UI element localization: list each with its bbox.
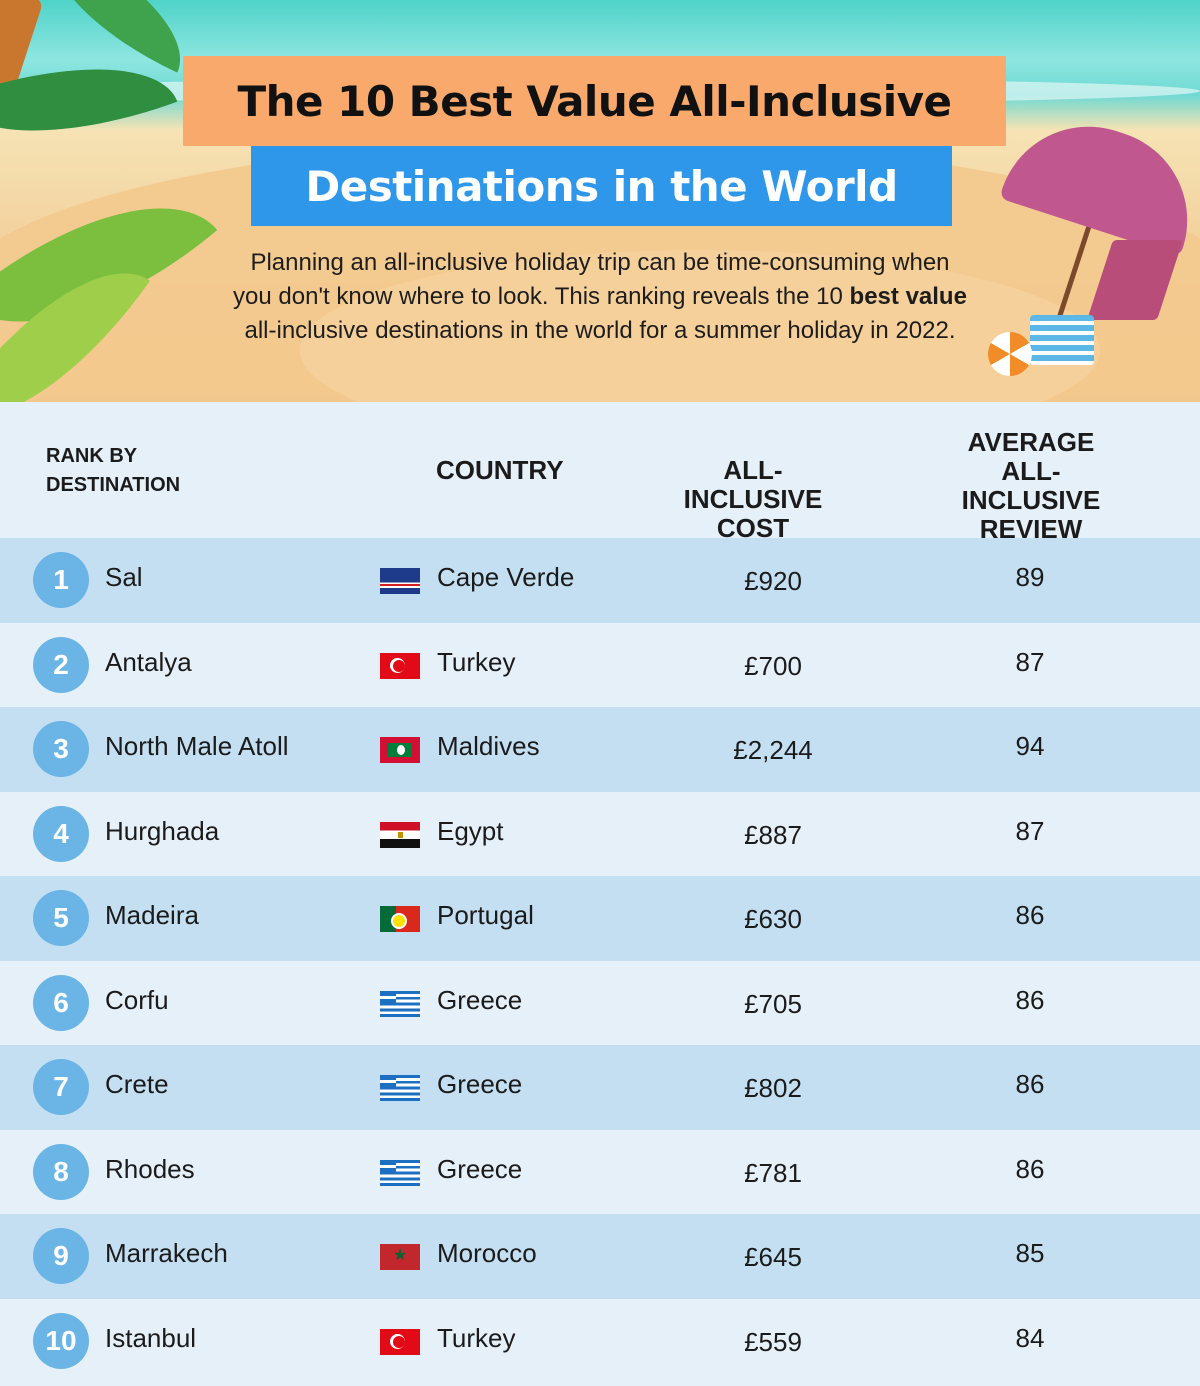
table-row: 7 Crete Greece £802 86 <box>0 1045 1200 1130</box>
country-name: Greece <box>437 1069 523 1099</box>
average-review: 86 <box>1015 900 1045 930</box>
destination-name: North Male Atoll <box>105 731 289 761</box>
gr-flag-icon <box>380 1075 420 1101</box>
destination-name: Sal <box>105 562 143 592</box>
country-name: Turkey <box>437 646 516 677</box>
average-review: 86 <box>1015 1069 1045 1099</box>
destination-name: Marrakech <box>105 1238 228 1268</box>
country-name: Cape Verde <box>437 562 575 592</box>
table-row: 9 Marrakech Morocco £645 85 <box>0 1214 1200 1299</box>
column-header-review-line-2: ALL-INCLUSIVE <box>961 456 1101 515</box>
all-inclusive-cost: £645 <box>744 1242 802 1272</box>
title-line-1: The 10 Best Value All-Inclusive <box>183 56 1006 146</box>
rank-badge: 10 <box>33 1312 89 1369</box>
column-header-rank-line-1: RANK BY <box>46 445 138 467</box>
destination-name: Crete <box>105 1069 169 1099</box>
table-row: 8 Rhodes Greece £781 86 <box>0 1129 1200 1214</box>
table-row: 5 Madeira Portugal £630 86 <box>0 876 1200 961</box>
intro-bold: best value <box>849 283 967 310</box>
country-name: Egypt <box>437 815 504 846</box>
tr-flag-icon <box>380 1328 420 1355</box>
rank-badge: 4 <box>33 805 89 862</box>
destination-name: Madeira <box>105 900 199 930</box>
destination-name: Corfu <box>105 984 169 1015</box>
all-inclusive-cost: £700 <box>744 650 802 681</box>
all-inclusive-cost: £920 <box>744 566 802 596</box>
rank-badge: 9 <box>33 1228 89 1284</box>
destination-name: Antalya <box>105 646 192 677</box>
average-review: 85 <box>1015 1238 1045 1268</box>
all-inclusive-cost: £2,244 <box>733 735 813 765</box>
all-inclusive-cost: £705 <box>744 988 802 1019</box>
average-review: 86 <box>1015 984 1045 1015</box>
rank-badge: 1 <box>33 552 89 608</box>
average-review: 89 <box>1015 562 1045 592</box>
country-name: Greece <box>437 1153 523 1184</box>
table-row: 10 Istanbul Turkey £559 84 <box>0 1298 1200 1383</box>
country-name: Turkey <box>437 1322 516 1353</box>
destination-name: Rhodes <box>105 1153 195 1184</box>
country-name: Morocco <box>437 1238 537 1268</box>
column-header-country: COUNTRY <box>436 455 564 485</box>
destination-name: Hurghada <box>105 815 220 846</box>
destination-name: Istanbul <box>105 1322 197 1353</box>
average-review: 87 <box>1015 646 1045 677</box>
table-row: 1 Sal Cape Verde £920 89 <box>0 538 1200 623</box>
all-inclusive-cost: £802 <box>744 1073 802 1103</box>
rank-badge: 6 <box>33 974 89 1031</box>
gr-flag-icon <box>380 1159 420 1186</box>
tr-flag-icon <box>380 652 420 679</box>
table-body: 1 Sal Cape Verde £920 89 2 Antalya Turkey £700 87… <box>0 538 1200 1383</box>
sand-dune-light <box>300 250 1100 402</box>
column-header-rank: RANK BY DESTINATION <box>46 442 180 500</box>
mv-flag-icon <box>380 737 420 763</box>
column-header-review: AVERAGE ALL-INCLUSIVE REVIEW <box>940 428 1122 544</box>
gr-flag-icon <box>380 990 420 1017</box>
hero-banner: The 10 Best Value All-Inclusive Destinat… <box>0 0 1200 402</box>
table-header: RANK BY DESTINATION COUNTRY ALL-INCLUSIV… <box>0 402 1200 544</box>
table-row: 3 North Male Atoll Maldives £2,244 94 <box>0 707 1200 792</box>
all-inclusive-cost: £559 <box>744 1326 802 1357</box>
intro-part-2: all-inclusive destinations in the world … <box>244 317 956 344</box>
pt-flag-icon <box>380 906 420 932</box>
cv-flag-icon <box>380 568 420 594</box>
average-review: 84 <box>1015 1322 1045 1353</box>
ma-flag-icon <box>380 1244 420 1270</box>
average-review: 87 <box>1015 815 1045 846</box>
country-name: Portugal <box>437 900 534 930</box>
all-inclusive-cost: £630 <box>744 904 802 934</box>
table-row: 6 Corfu Greece £705 86 <box>0 960 1200 1045</box>
country-name: Maldives <box>437 731 540 761</box>
column-header-review-line-1: AVERAGE <box>967 427 1095 457</box>
rank-badge: 7 <box>33 1059 89 1115</box>
column-header-rank-line-2: DESTINATION <box>46 474 181 496</box>
title-line-2: Destinations in the World <box>251 146 952 226</box>
rank-badge: 8 <box>33 1143 89 1200</box>
rank-badge: 3 <box>33 721 89 777</box>
beach-bag-icon <box>1030 315 1094 365</box>
rank-badge: 5 <box>33 890 89 946</box>
all-inclusive-cost: £781 <box>744 1157 802 1188</box>
rank-badge: 2 <box>33 636 89 693</box>
palm-leaf-icon <box>23 0 207 73</box>
column-header-cost: ALL-INCLUSIVE COST <box>683 455 823 543</box>
intro-text: Planning an all-inclusive holiday trip c… <box>230 246 970 348</box>
average-review: 86 <box>1015 1153 1045 1184</box>
table-row: 2 Antalya Turkey £700 87 <box>0 622 1200 707</box>
average-review: 94 <box>1015 731 1045 761</box>
country-name: Greece <box>437 984 523 1015</box>
beach-ball-icon <box>988 332 1032 376</box>
eg-flag-icon <box>380 821 420 848</box>
intro-part-1: Planning an all-inclusive holiday trip c… <box>233 249 950 310</box>
all-inclusive-cost: £887 <box>744 819 802 850</box>
table-row: 4 Hurghada Egypt £887 87 <box>0 791 1200 876</box>
